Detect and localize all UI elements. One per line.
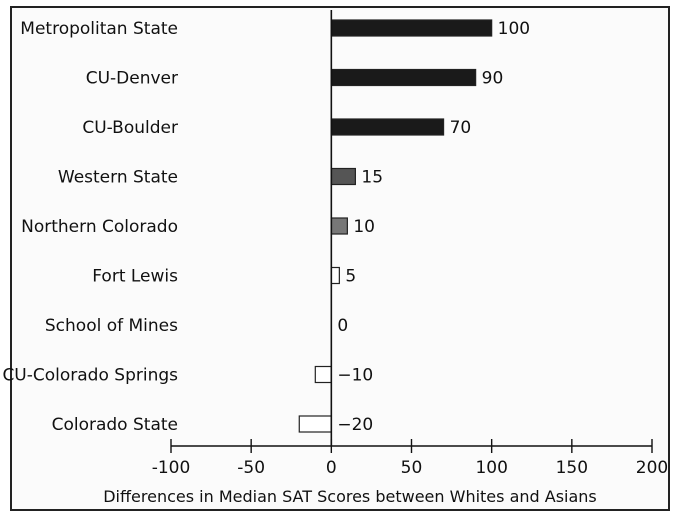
- category-label: Fort Lewis: [92, 267, 178, 287]
- bar: [330, 217, 348, 235]
- x-axis-label: Differences in Median SAT Scores between…: [103, 487, 597, 506]
- data-label: 90: [482, 69, 504, 89]
- data-label: 10: [353, 217, 375, 237]
- category-labels: Metropolitan State CU-Denver CU-Boulder Wes…: [2, 19, 178, 435]
- x-tick-label: 100: [475, 458, 507, 478]
- category-label: School of Mines: [45, 316, 178, 336]
- x-tick-label: 50: [401, 458, 423, 478]
- data-label: 15: [361, 168, 383, 188]
- chart-frame: [10, 6, 670, 511]
- x-axis: -100 -50 0 50 100 150 200: [152, 10, 668, 478]
- data-label: 5: [345, 267, 356, 287]
- category-label: Western State: [58, 168, 178, 188]
- value-labels: 100 90 70 15 10 5 0 −10 −20: [337, 19, 530, 435]
- data-label: 70: [450, 118, 472, 138]
- bar: [330, 118, 445, 136]
- bars-group: [298, 19, 493, 433]
- x-tick-label: -50: [237, 458, 265, 478]
- data-label: −20: [337, 415, 373, 435]
- x-tick-label: 200: [636, 458, 668, 478]
- data-label: −10: [337, 366, 373, 386]
- x-tick-label: -100: [152, 458, 191, 478]
- bar: [330, 167, 356, 186]
- x-tick-label: 0: [326, 458, 337, 478]
- category-label: Colorado State: [52, 415, 178, 435]
- x-tick-label: 150: [556, 458, 588, 478]
- bar: [330, 68, 477, 87]
- bar: [330, 19, 493, 37]
- bar: [298, 415, 332, 433]
- bar: [330, 266, 340, 285]
- data-label: 0: [337, 316, 348, 336]
- category-label: CU-Boulder: [82, 118, 178, 138]
- bar: [314, 365, 332, 384]
- category-label: Metropolitan State: [20, 19, 178, 39]
- category-label: Northern Colorado: [21, 217, 178, 237]
- category-label: CU-Colorado Springs: [2, 366, 178, 386]
- category-label: CU-Denver: [86, 69, 178, 89]
- data-label: 100: [498, 19, 530, 39]
